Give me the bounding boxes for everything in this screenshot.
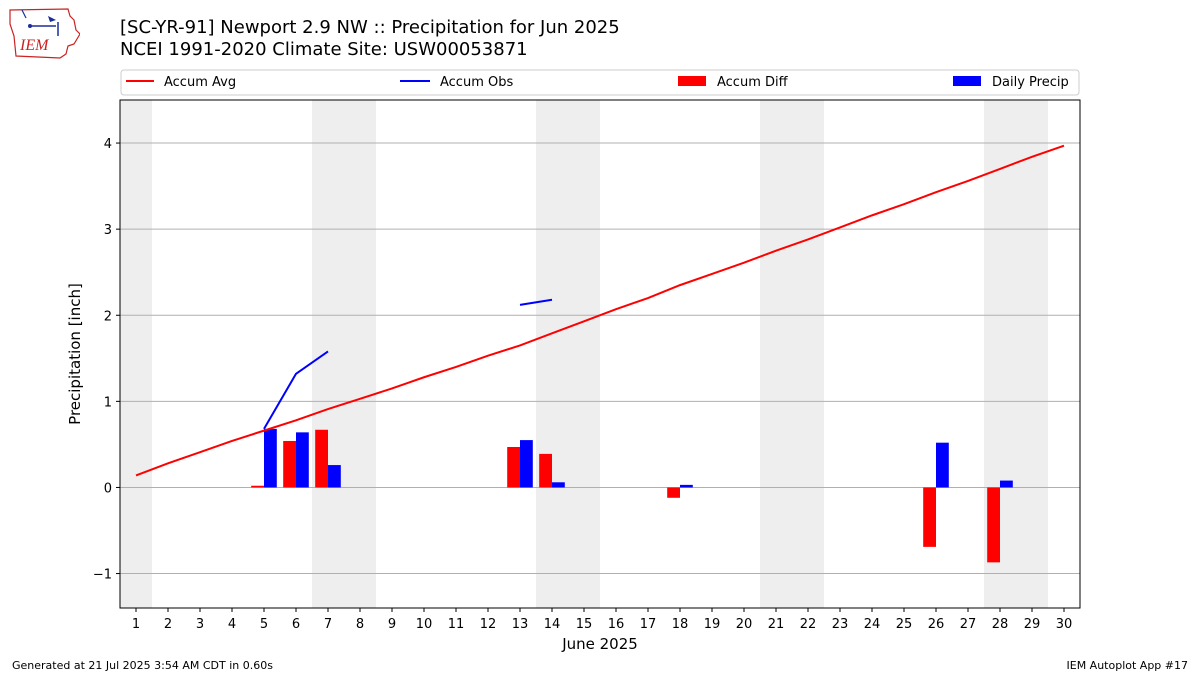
daily-precip-bar-day-13: [520, 440, 533, 488]
weekend-shade-day-29: [1016, 100, 1048, 608]
weekend-shade-day-22: [792, 100, 824, 608]
x-tick-label: 22: [800, 617, 817, 632]
weekend-shade-day-1: [120, 100, 152, 608]
x-tick-label: 2: [164, 617, 172, 632]
y-tick-label: 1: [104, 395, 112, 410]
daily-precip-bar-day-18: [680, 484, 693, 488]
legend-daily-precip-swatch: [953, 76, 981, 86]
lines: [135, 144, 1065, 477]
logo-vane: [48, 16, 56, 22]
bars: [251, 428, 1013, 563]
daily-precip-bar-day-26: [936, 442, 949, 488]
x-tick-label: 15: [576, 617, 593, 632]
accum-diff-bar-day-26: [923, 487, 936, 547]
accum-obs-line-segment-0: [263, 350, 329, 430]
iem-logo: IEM: [9, 8, 80, 59]
x-tick-label: 19: [704, 617, 721, 632]
generated-timestamp: Generated at 21 Jul 2025 3:54 AM CDT in …: [12, 659, 273, 672]
y-axis-label: Precipitation [inch]: [66, 283, 84, 425]
accum-diff-bar-day-5: [251, 485, 264, 488]
state-outline-icon: [9, 8, 80, 59]
daily-precip-bar-day-6: [296, 432, 309, 488]
x-tick-label: 28: [992, 617, 1009, 632]
x-tick-label: 27: [960, 617, 977, 632]
logo-text: IEM: [19, 37, 50, 54]
x-tick-label: 25: [896, 617, 913, 632]
weekend-shade-day-15: [568, 100, 600, 608]
plot-frame: [119, 99, 1081, 609]
x-axis-label: June 2025: [561, 635, 638, 653]
x-tick-label: 30: [1056, 617, 1073, 632]
x-tick-label: 21: [768, 617, 785, 632]
x-tick-label: 11: [448, 617, 465, 632]
accum-diff-bar-day-13: [507, 446, 520, 488]
x-tick-label: 24: [864, 617, 881, 632]
x-tick-label: 5: [260, 617, 268, 632]
chart-title: [SC-YR-91] Newport 2.9 NW :: Precipitati…: [120, 17, 620, 38]
weekend-shading: [120, 100, 1048, 608]
x-tick-label: 3: [196, 617, 204, 632]
accum-diff-bar-day-18: [667, 487, 680, 498]
daily-precip-bar-day-7: [328, 465, 341, 488]
x-tick-label: 18: [672, 617, 689, 632]
x-tick-label: 26: [928, 617, 945, 632]
x-tick-label: 20: [736, 617, 753, 632]
legend-accum-obs-label: Accum Obs: [440, 75, 513, 90]
logo-dot: [28, 24, 32, 28]
x-tick-label: 17: [640, 617, 657, 632]
weekend-shade-day-8: [344, 100, 376, 608]
legend-accum-avg-label: Accum Avg: [164, 75, 236, 90]
accum-diff-bar-day-7: [315, 429, 328, 488]
y-tick-label: 0: [104, 481, 112, 496]
accum-diff-bar-day-28: [987, 487, 1000, 563]
legend: Accum Avg Accum Obs Accum Diff Daily Pre…: [120, 69, 1080, 96]
legend-accum-diff-swatch: [678, 76, 706, 86]
legend-box: [120, 69, 1080, 96]
logo-stroke: [21, 9, 27, 19]
x-tick-label: 16: [608, 617, 625, 632]
x-tick-label: 9: [388, 617, 396, 632]
y-tick-label: 3: [104, 223, 112, 238]
chart-subtitle: NCEI 1991-2020 Climate Site: USW00053871: [120, 39, 528, 60]
weekend-shade-day-14: [536, 100, 568, 608]
accum-diff-bar-day-14: [539, 453, 552, 488]
weekend-shade-day-21: [760, 100, 792, 608]
y-tick-label: −1: [93, 568, 112, 583]
app-credit: IEM Autoplot App #17: [1066, 659, 1189, 672]
x-tick-label: 4: [228, 617, 236, 632]
daily-precip-bar-day-28: [1000, 480, 1013, 488]
x-tick-label: 29: [1024, 617, 1041, 632]
x-axis-ticks: 1 2 3 4 5 6 7 8 9 10 11 12 13 14 15 16 17 18 19 20 21 22 23 24 2…: [132, 608, 1072, 632]
daily-precip-bar-day-14: [552, 482, 565, 488]
x-tick-label: 14: [544, 617, 561, 632]
x-tick-label: 1: [132, 617, 140, 632]
y-tick-label: 4: [104, 137, 112, 152]
accum-diff-bar-day-6: [283, 440, 296, 488]
x-tick-label: 6: [292, 617, 300, 632]
x-tick-label: 7: [324, 617, 332, 632]
accum-obs-line-segment-1: [519, 298, 553, 306]
x-tick-label: 23: [832, 617, 849, 632]
weekend-shade-day-7: [312, 100, 344, 608]
legend-accum-diff-label: Accum Diff: [717, 75, 789, 90]
legend-daily-precip-label: Daily Precip: [992, 75, 1069, 90]
accum-avg-line: [135, 144, 1065, 477]
x-tick-label: 12: [480, 617, 497, 632]
x-tick-label: 13: [512, 617, 529, 632]
x-tick-label: 8: [356, 617, 364, 632]
y-tick-label: 2: [104, 309, 112, 324]
daily-precip-bar-day-5: [264, 428, 277, 488]
x-tick-label: 10: [416, 617, 433, 632]
y-axis-ticks: −1 0 1 2 3 4: [93, 137, 120, 583]
